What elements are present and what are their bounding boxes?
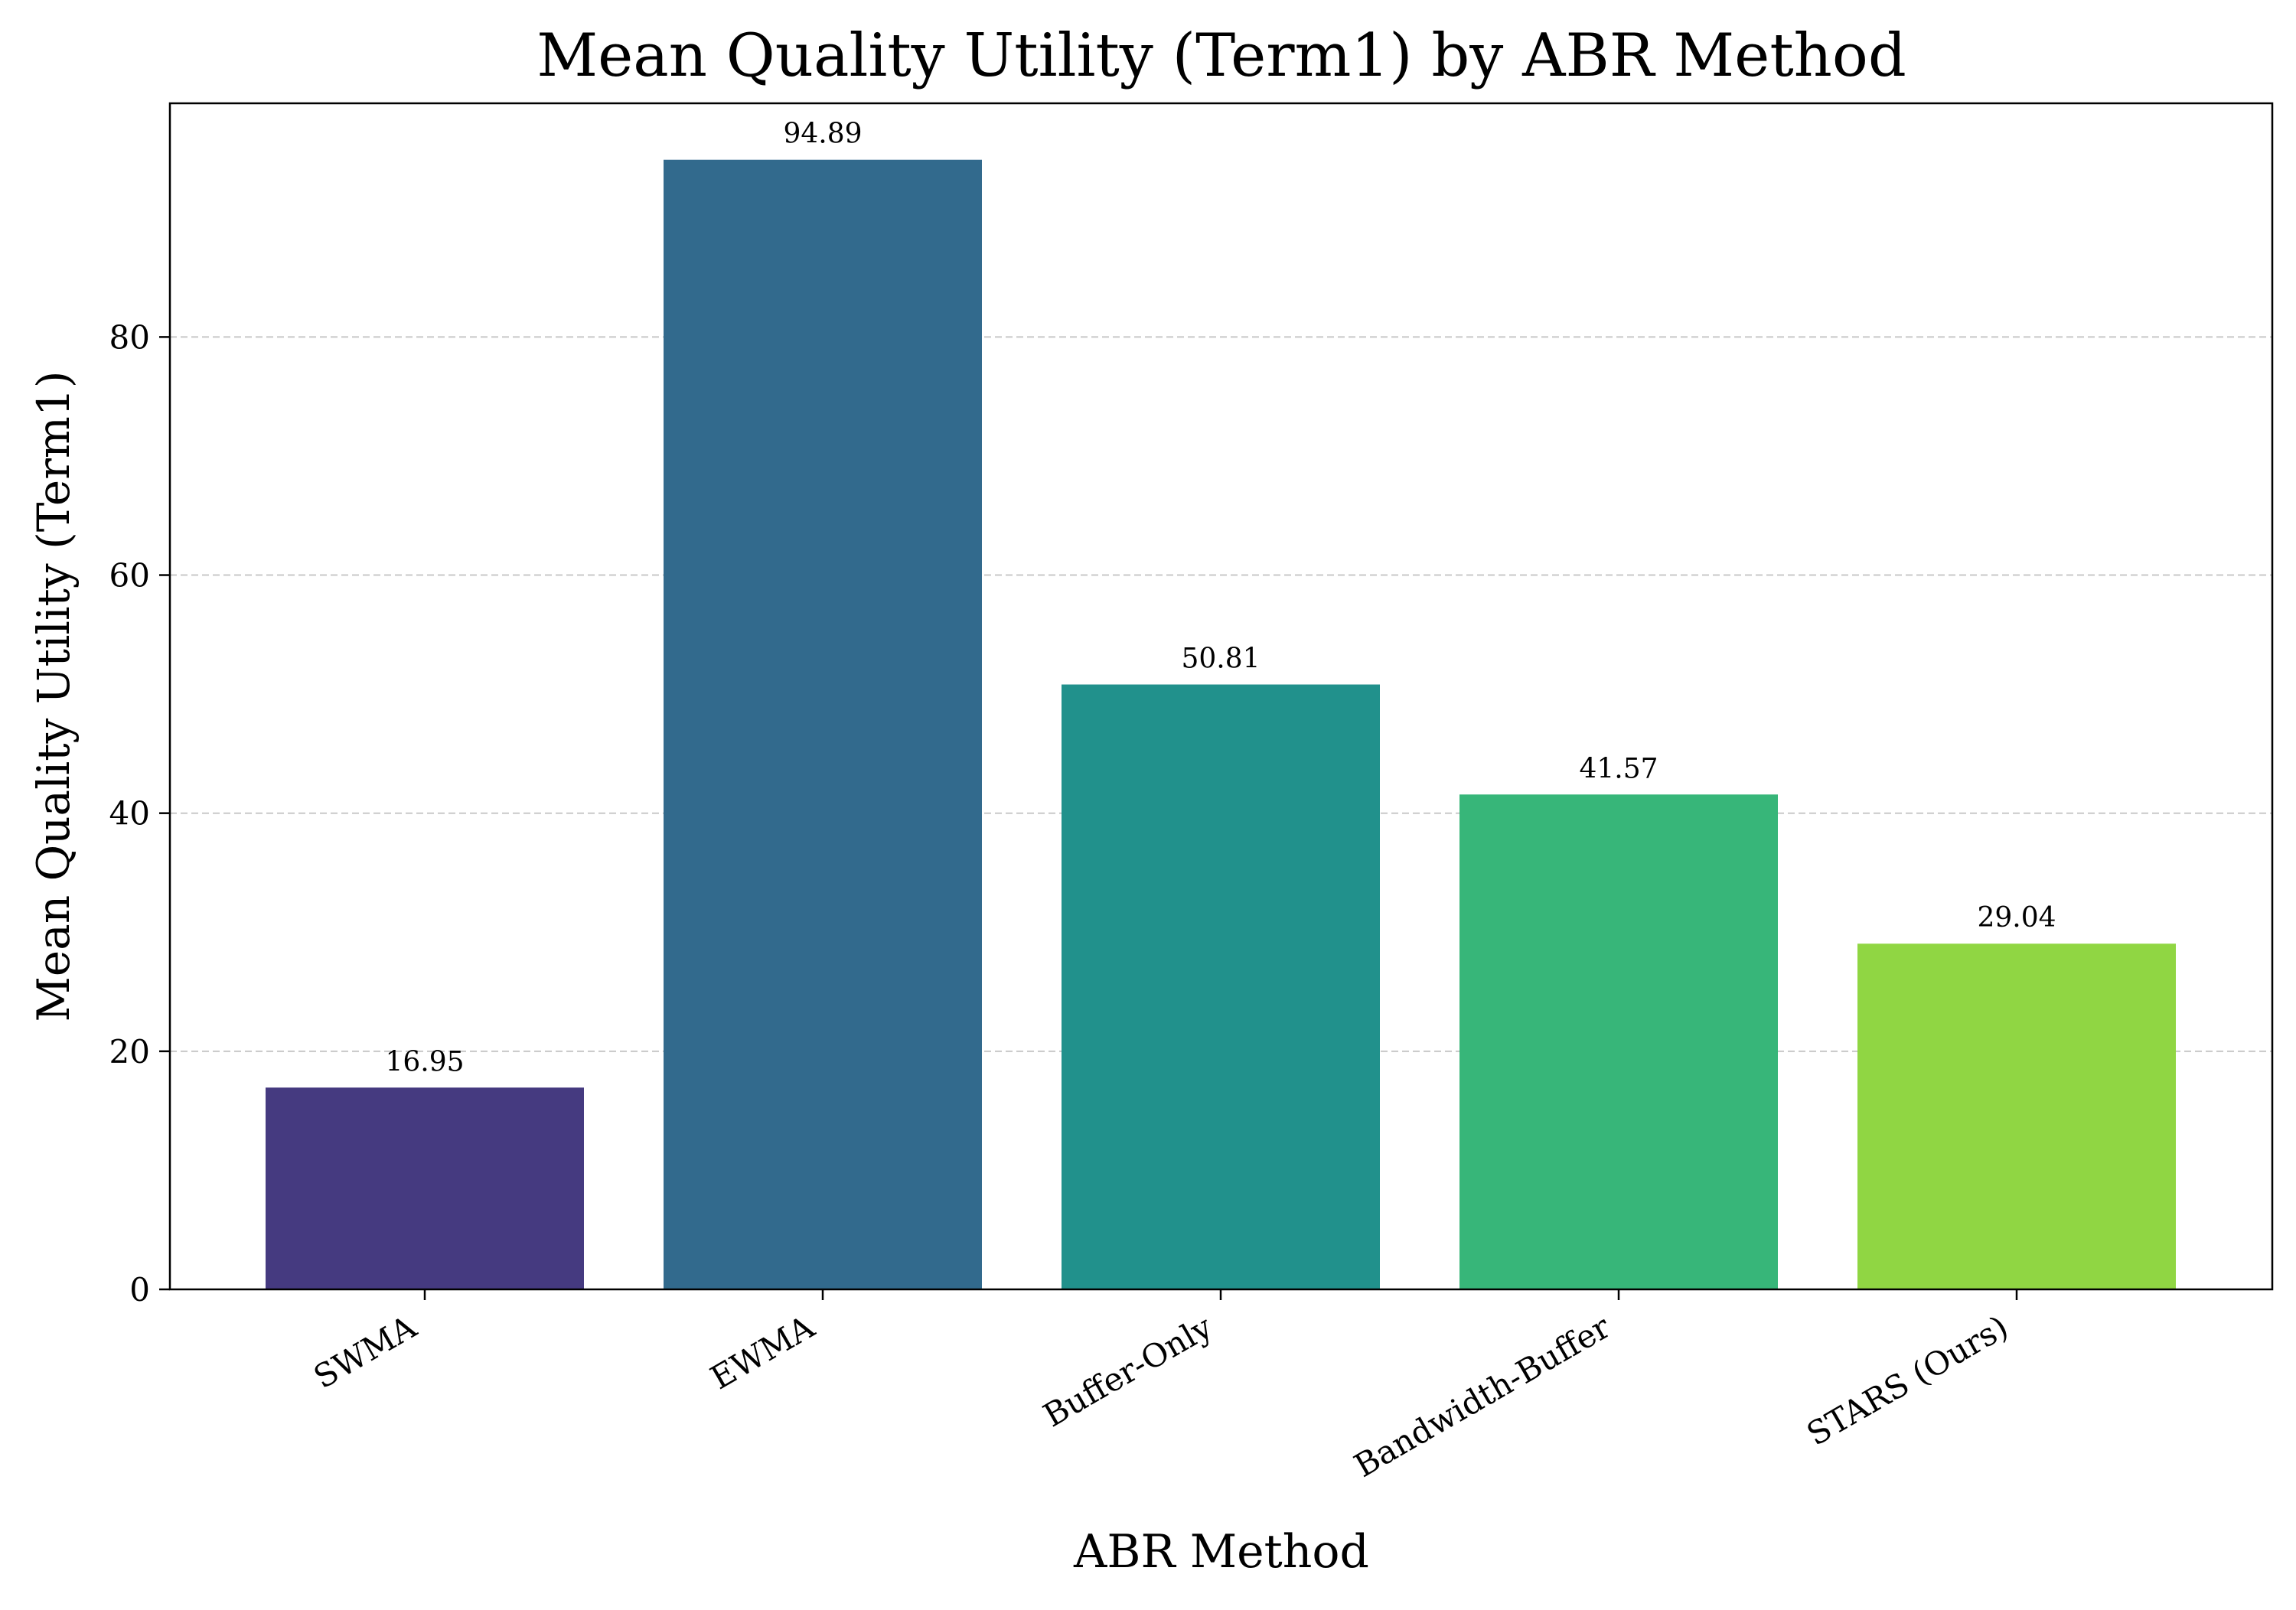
y-tick-label: 80: [109, 318, 150, 356]
y-tick-label: 60: [109, 557, 150, 595]
bar-value-label: 50.81: [1181, 644, 1260, 675]
y-tick-label: 0: [129, 1271, 150, 1309]
y-axis-ticks: 0 20 40 60 80: [109, 318, 170, 1309]
data-labels: 16.95 94.89 50.81 41.57 29.04: [385, 119, 2056, 1078]
bar: [664, 159, 982, 1290]
chart-title: Mean Quality Utility (Term1) by ABR Meth…: [536, 21, 1906, 90]
bar: [1459, 794, 1778, 1289]
bars: [266, 159, 2176, 1290]
bar-value-label: 94.89: [783, 119, 862, 150]
y-axis-label: Mean Quality Utility (Term1): [28, 371, 80, 1022]
bar: [1062, 684, 1380, 1289]
bar-value-label: 41.57: [1579, 753, 1658, 784]
bar-value-label: 16.95: [385, 1046, 464, 1077]
x-axis-label: ABR Method: [1073, 1525, 1369, 1579]
y-tick-label: 20: [109, 1033, 150, 1071]
y-tick-label: 40: [109, 795, 150, 833]
bar: [266, 1087, 584, 1289]
bar: [1857, 944, 2176, 1289]
bar-value-label: 29.04: [1977, 902, 2056, 934]
